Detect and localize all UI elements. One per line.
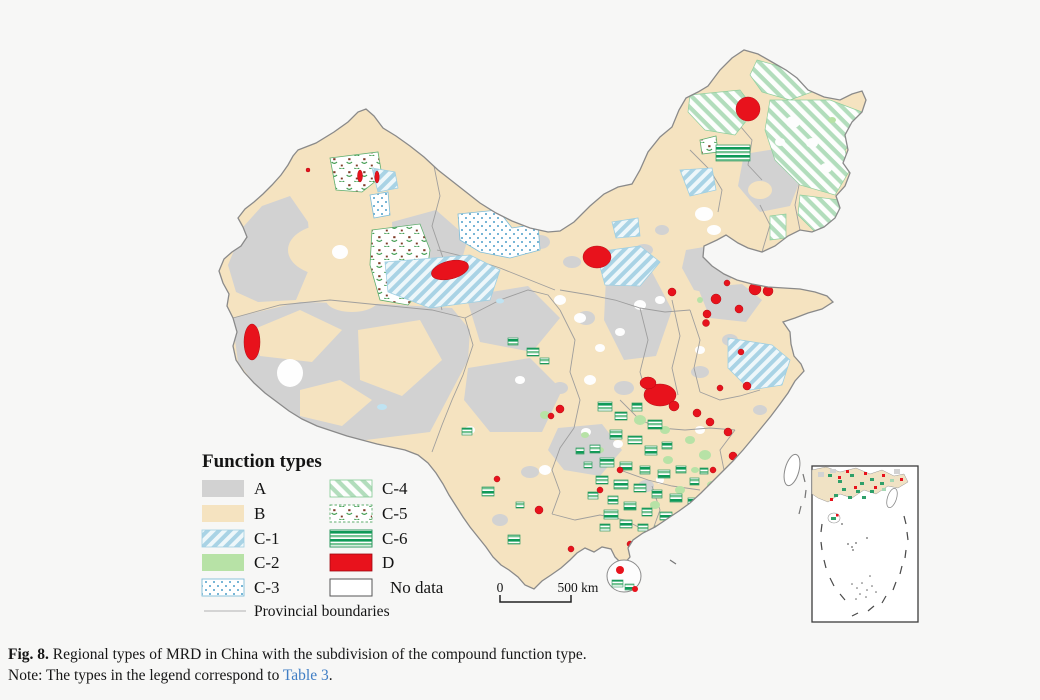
figure-caption: Fig. 8. Regional types of MRD in China w… [8, 644, 1018, 686]
legend-item-no-data: No data [329, 578, 444, 597]
legend-item-d: D [329, 553, 394, 572]
inset-islands [841, 523, 877, 600]
legend-item-c5: C-5 [329, 504, 408, 523]
coastal-islets [669, 473, 807, 565]
legend-label-d: D [382, 553, 394, 572]
legend-label-c3: C-3 [254, 578, 280, 597]
legend-swatch-c4 [329, 479, 373, 498]
legend-swatch-a [202, 480, 244, 497]
inset-dash-line [820, 515, 909, 617]
note-line: Note: The types in the legend correspond… [8, 665, 1018, 686]
legend-swatch-c3 [201, 578, 245, 597]
scale-bar: 0 500 km [497, 580, 599, 603]
figure-number: Fig. 8. [8, 646, 49, 663]
legend-swatch-c5 [329, 504, 373, 523]
inset-land [811, 466, 909, 503]
note-text: Note: The types in the legend correspond… [8, 667, 283, 684]
legend-title: Function types [202, 451, 322, 472]
legend-item-c6: C-6 [329, 529, 408, 548]
legend-label-boundaries: Provincial boundaries [254, 603, 390, 620]
c6-south-cluster [461, 401, 710, 545]
legend-label-c4: C-4 [382, 479, 408, 498]
legend-item-a: A [202, 479, 267, 498]
legend-swatch-c1 [201, 529, 245, 548]
legend-item-b: B [202, 504, 265, 523]
caption-line: Fig. 8. Regional types of MRD in China w… [8, 644, 1018, 665]
legend-swatch-c2 [202, 554, 244, 571]
legend-label-a: A [254, 479, 267, 498]
mainland-china [218, 49, 867, 590]
c3-regions [369, 191, 541, 259]
legend-swatch-no-data [329, 578, 373, 597]
note-suffix: . [328, 667, 333, 684]
inset-map-south-china-sea [811, 465, 919, 623]
legend-label-c2: C-2 [254, 553, 280, 572]
legend-label-b: B [254, 504, 265, 523]
legend-item-c3: C-3 [201, 578, 280, 597]
inset-taiwan [886, 487, 898, 509]
legend-label-c1: C-1 [254, 529, 280, 548]
legend-item-c4: C-4 [329, 479, 408, 498]
scale-end-label: 500 km [558, 580, 599, 595]
legend-item-c2: C-2 [202, 553, 280, 572]
legend-swatch-c6 [329, 529, 373, 548]
c6-north-patches [507, 144, 751, 365]
scale-bar-line [499, 595, 572, 603]
legend: Function types A B C-1 C-2 C-3 C-4 [201, 451, 444, 620]
lakes [377, 298, 504, 410]
legend-item-provincial-boundaries: Provincial boundaries [204, 603, 390, 620]
legend-label-c5: C-5 [382, 504, 408, 523]
legend-label-no-data: No data [390, 578, 444, 597]
table-3-link[interactable]: Table 3 [282, 667, 329, 684]
ne-white-holes [775, 116, 832, 173]
national-boundary [218, 49, 867, 590]
taiwan-island [783, 453, 801, 487]
china-map-figure: Function types A B C-1 C-2 C-3 C-4 [201, 49, 919, 623]
legend-label-c6: C-6 [382, 529, 408, 548]
scale-start-label: 0 [497, 580, 504, 595]
legend-swatch-b [202, 505, 244, 522]
type-b-patches [252, 181, 820, 426]
legend-item-c1: C-1 [201, 529, 280, 548]
caption-text: Regional types of MRD in China with the … [48, 646, 587, 663]
hainan-island [606, 559, 642, 593]
legend-swatch-d [329, 553, 373, 572]
inset-hainan [827, 512, 841, 524]
